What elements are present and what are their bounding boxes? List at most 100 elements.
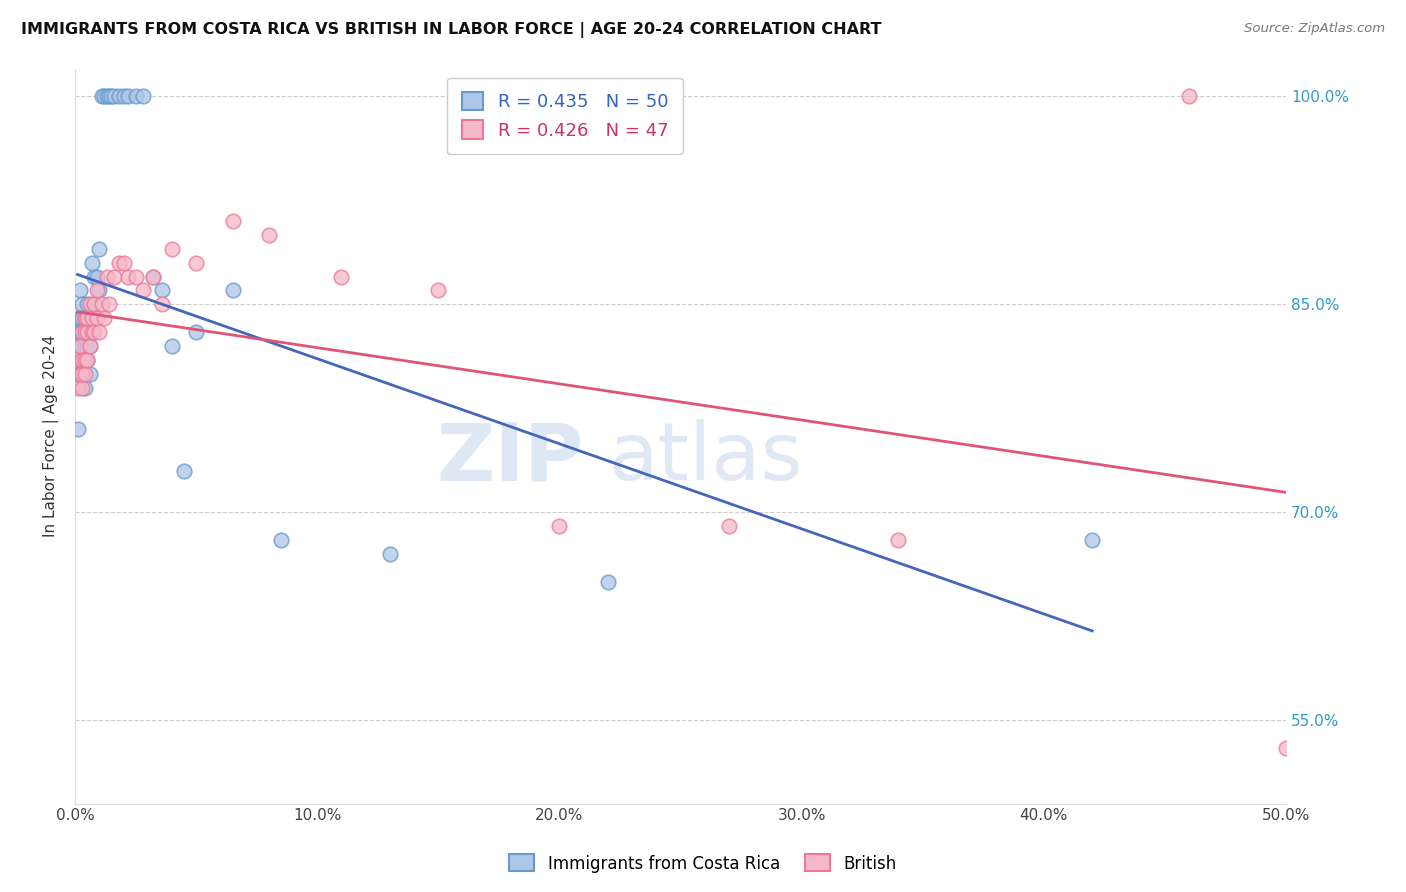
Point: [80, 325, 103, 339]
Point: [103, 89, 125, 103]
Point: [117, 89, 139, 103]
Point: [90, 89, 112, 103]
Point: [80, 256, 103, 270]
Point: [548, 519, 571, 533]
Point: [79, 339, 101, 353]
Point: [98, 89, 121, 103]
Point: [132, 89, 155, 103]
Point: [98, 297, 121, 311]
Text: atlas: atlas: [607, 419, 803, 497]
Point: [96, 269, 118, 284]
Point: [887, 533, 910, 547]
Point: [107, 89, 129, 103]
Point: [80, 325, 103, 339]
Point: [79, 339, 101, 353]
Point: [160, 242, 183, 256]
Point: [107, 256, 129, 270]
Point: [80, 311, 103, 326]
Y-axis label: In Labor Force | Age 20-24: In Labor Force | Age 20-24: [44, 334, 59, 537]
Point: [124, 89, 146, 103]
Point: [72, 352, 94, 367]
Point: [89, 284, 111, 298]
Point: [378, 547, 401, 561]
Point: [1178, 89, 1201, 103]
Point: [221, 284, 243, 298]
Point: [89, 325, 111, 339]
Point: [72, 325, 94, 339]
Point: [73, 325, 96, 339]
Text: IMMIGRANTS FROM COSTA RICA VS BRITISH IN LABOR FORCE | AGE 20-24 CORRELATION CHA: IMMIGRANTS FROM COSTA RICA VS BRITISH IN…: [21, 22, 882, 38]
Point: [72, 352, 94, 367]
Text: ZIP: ZIP: [436, 419, 583, 497]
Point: [1275, 741, 1298, 756]
Point: [132, 284, 155, 298]
Point: [72, 380, 94, 394]
Point: [150, 297, 173, 311]
Point: [73, 339, 96, 353]
Point: [150, 284, 173, 298]
Point: [124, 269, 146, 284]
Point: [76, 325, 98, 339]
Point: [173, 464, 195, 478]
Point: [86, 269, 108, 284]
Point: [186, 256, 208, 270]
Point: [112, 89, 135, 103]
Point: [72, 311, 94, 326]
Point: [72, 367, 94, 381]
Point: [83, 325, 105, 339]
Point: [76, 311, 98, 326]
Point: [257, 227, 280, 242]
Point: [596, 574, 619, 589]
Point: [1081, 533, 1104, 547]
Point: [69, 339, 91, 353]
Point: [79, 367, 101, 381]
Point: [427, 284, 450, 298]
Point: [86, 311, 108, 326]
Point: [73, 352, 96, 367]
Point: [73, 311, 96, 326]
Point: [186, 325, 208, 339]
Point: [93, 311, 115, 326]
Point: [100, 89, 122, 103]
Point: [270, 533, 292, 547]
Point: [73, 367, 96, 381]
Point: [69, 284, 91, 298]
Point: [83, 269, 105, 284]
Point: [76, 352, 98, 367]
Point: [160, 339, 183, 353]
Point: [73, 311, 96, 326]
Point: [89, 242, 111, 256]
Point: [69, 367, 91, 381]
Point: [717, 519, 740, 533]
Point: [330, 269, 353, 284]
Legend: Immigrants from Costa Rica, British: Immigrants from Costa Rica, British: [503, 847, 903, 880]
Point: [76, 352, 98, 367]
Point: [69, 339, 91, 353]
Point: [72, 325, 94, 339]
Point: [90, 297, 112, 311]
Point: [221, 214, 243, 228]
Point: [96, 89, 118, 103]
Text: Source: ZipAtlas.com: Source: ZipAtlas.com: [1244, 22, 1385, 36]
Point: [142, 269, 165, 284]
Point: [112, 256, 135, 270]
Point: [72, 367, 94, 381]
Point: [69, 352, 91, 367]
Point: [66, 422, 89, 436]
Point: [86, 284, 108, 298]
Point: [66, 367, 89, 381]
Point: [69, 367, 91, 381]
Point: [72, 339, 94, 353]
Point: [103, 269, 125, 284]
Point: [66, 380, 89, 394]
Point: [69, 311, 91, 326]
Point: [72, 297, 94, 311]
Point: [69, 325, 91, 339]
Point: [73, 325, 96, 339]
Point: [76, 339, 98, 353]
Point: [76, 297, 98, 311]
Point: [79, 297, 101, 311]
Point: [93, 89, 115, 103]
Legend: R = 0.435   N = 50, R = 0.426   N = 47: R = 0.435 N = 50, R = 0.426 N = 47: [447, 78, 683, 154]
Point: [66, 325, 89, 339]
